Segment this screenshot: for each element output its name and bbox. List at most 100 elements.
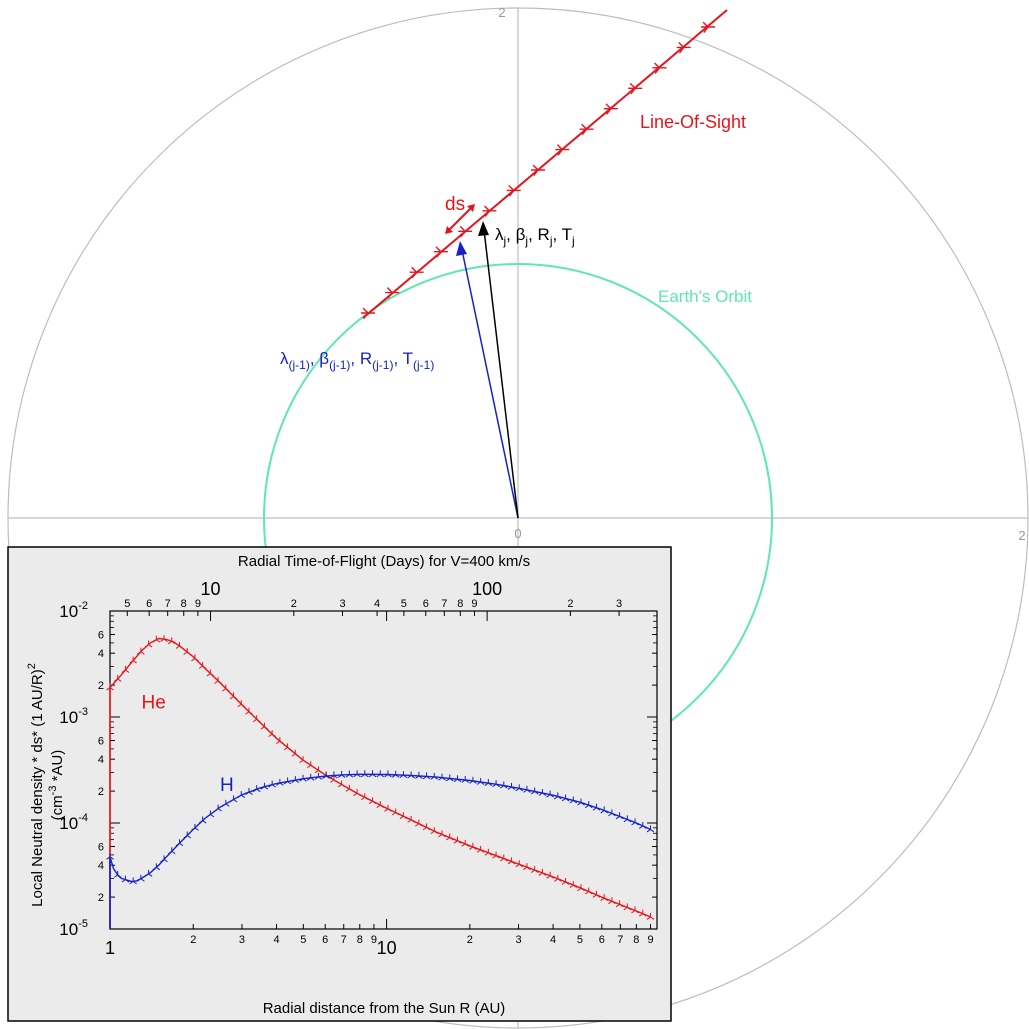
y-minor-tick-label: 6 bbox=[98, 842, 104, 854]
y-minor-tick-label: 2 bbox=[98, 786, 104, 798]
top-minor-tick-label: 7 bbox=[441, 598, 447, 610]
series-point-he bbox=[646, 912, 655, 920]
series-point-he bbox=[183, 647, 192, 655]
series-point-he bbox=[608, 897, 616, 905]
line-of-sight-marker bbox=[555, 144, 570, 156]
chart-top-axis-title: Radial Time-of-Flight (Days) for V=400 k… bbox=[238, 553, 530, 570]
top-minor-tick-label: 4 bbox=[374, 598, 380, 610]
y-minor-tick-label: 4 bbox=[98, 860, 104, 872]
x-minor-tick-label: 5 bbox=[300, 934, 306, 946]
x-minor-tick-label: 3 bbox=[515, 934, 521, 946]
series-point-h bbox=[584, 801, 593, 809]
series-point-he bbox=[538, 868, 547, 876]
series-point-he bbox=[113, 674, 122, 682]
series-point-h bbox=[106, 852, 114, 860]
line-of-sight-markers bbox=[361, 21, 715, 320]
series-point-h bbox=[353, 770, 361, 778]
series-point-h bbox=[391, 770, 400, 778]
series-point-he bbox=[353, 789, 361, 797]
x-minor-tick-label: 7 bbox=[617, 934, 623, 946]
series-point-h bbox=[415, 771, 423, 779]
top-minor-tick-label: 9 bbox=[195, 598, 201, 610]
x-major-tick-label: 10 bbox=[377, 938, 397, 958]
series-point-he bbox=[469, 842, 477, 850]
line-of-sight-marker bbox=[458, 225, 473, 238]
density-chart-inset: Radial Time-of-Flight (Days) for V=400 k… bbox=[7, 546, 672, 1022]
series-point-he bbox=[167, 637, 176, 645]
series-point-he bbox=[592, 890, 601, 898]
series-point-he bbox=[561, 877, 570, 885]
line-of-sight-marker bbox=[531, 164, 545, 177]
series-point-h bbox=[500, 781, 508, 789]
series-point-he bbox=[577, 884, 585, 892]
series-point-he bbox=[337, 780, 346, 788]
series-point-he bbox=[430, 827, 439, 835]
series-point-he bbox=[175, 641, 184, 649]
line-of-sight-marker bbox=[701, 21, 715, 34]
series-point-he bbox=[484, 848, 493, 856]
series-point-he bbox=[245, 707, 253, 715]
series-point-h bbox=[638, 821, 647, 829]
top-minor-tick-label: 6 bbox=[423, 598, 429, 610]
series-point-he bbox=[376, 801, 385, 808]
top-minor-tick-label: 3 bbox=[616, 598, 622, 610]
series-point-he bbox=[515, 860, 524, 868]
line-of-sight-marker bbox=[603, 103, 618, 115]
series-point-he bbox=[137, 647, 145, 655]
y-minor-tick-label: 4 bbox=[98, 754, 104, 766]
series-point-he bbox=[638, 909, 647, 917]
series-point-h bbox=[191, 823, 199, 831]
series-point-he bbox=[461, 839, 469, 847]
series-point-h bbox=[214, 804, 222, 812]
series-point-h bbox=[530, 787, 539, 795]
series-point-h bbox=[237, 791, 246, 798]
series-point-he bbox=[229, 692, 238, 700]
series-point-h bbox=[183, 831, 192, 839]
y-minor-tick-label: 4 bbox=[98, 648, 104, 660]
series-point-h bbox=[438, 773, 446, 781]
series-point-he bbox=[476, 845, 485, 853]
series-point-he bbox=[237, 700, 246, 708]
top-minor-tick-label: 2 bbox=[291, 598, 297, 610]
series-point-h bbox=[577, 798, 585, 806]
series-point-he bbox=[276, 737, 284, 744]
series-point-h bbox=[260, 782, 269, 790]
x-minor-tick-label: 4 bbox=[273, 934, 279, 946]
series-point-h bbox=[368, 770, 377, 778]
y-minor-tick-label: 6 bbox=[98, 630, 104, 642]
series-point-he bbox=[584, 887, 593, 895]
series-point-h bbox=[484, 779, 493, 786]
series-point-h bbox=[546, 790, 554, 798]
series-point-h bbox=[113, 870, 122, 878]
line-of-sight-marker bbox=[628, 82, 643, 95]
series-point-he bbox=[368, 797, 377, 805]
series-point-h bbox=[608, 809, 616, 817]
diagram-origin-label: 0 bbox=[514, 526, 521, 541]
series-point-h bbox=[600, 806, 608, 814]
series-point-h bbox=[592, 803, 601, 811]
series-point-he bbox=[623, 903, 632, 911]
earth-orbit-label: Earth's Orbit bbox=[658, 287, 752, 306]
series-point-he bbox=[252, 715, 261, 723]
series-point-he bbox=[144, 640, 153, 648]
series-point-h bbox=[445, 774, 454, 782]
series-point-h bbox=[569, 796, 578, 804]
line-of-sight-marker bbox=[482, 205, 497, 217]
x-minor-tick-label: 9 bbox=[647, 934, 653, 946]
series-point-he bbox=[268, 730, 276, 737]
series-point-h bbox=[175, 839, 184, 847]
series-point-h bbox=[160, 855, 168, 863]
series-point-h bbox=[361, 770, 369, 778]
series-point-he bbox=[291, 749, 300, 757]
series-point-he bbox=[507, 857, 516, 865]
x-minor-tick-label: 5 bbox=[577, 934, 583, 946]
series-point-h bbox=[476, 777, 485, 785]
x-minor-tick-label: 8 bbox=[633, 934, 639, 946]
top-minor-tick-label: 6 bbox=[146, 598, 152, 610]
series-point-he bbox=[445, 833, 454, 841]
series-point-he bbox=[330, 775, 338, 783]
svg-text:Local Neutral density * ds* (1: Local Neutral density * ds* (1 AU/R)2 bbox=[26, 663, 46, 907]
series-point-h bbox=[523, 785, 531, 793]
top-major-tick-label: 10 bbox=[201, 579, 221, 599]
